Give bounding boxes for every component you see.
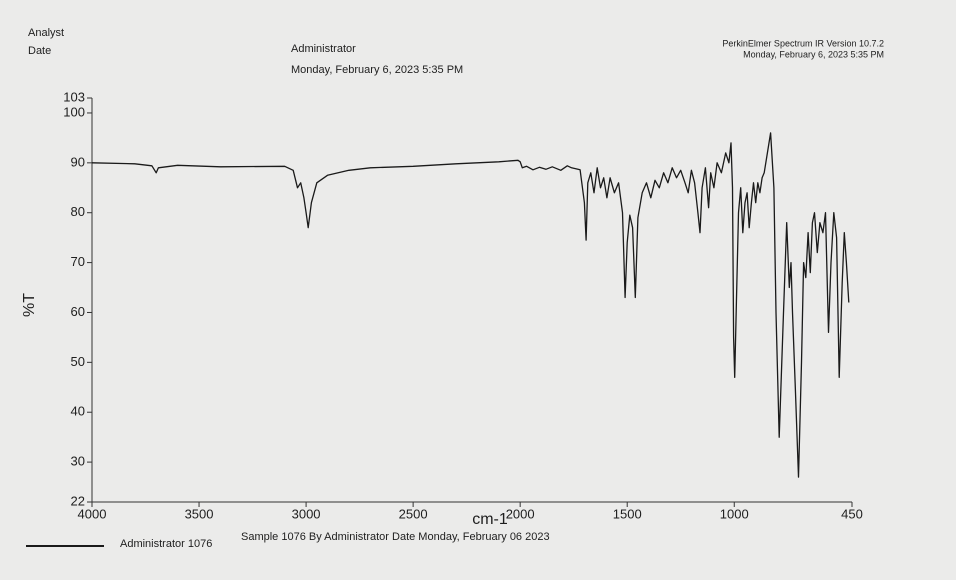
x-tick-label: 1500 <box>613 506 642 521</box>
y-tick-label: 90 <box>71 154 85 169</box>
analyst: Administrator <box>291 43 356 55</box>
y-tick-label: 103 <box>63 89 85 104</box>
x-tick-label: 2000 <box>506 506 535 521</box>
y-tick-label: 22 <box>71 493 85 508</box>
y-tick-label: 40 <box>71 404 85 419</box>
x-tick-label: 450 <box>841 506 863 521</box>
spectrum-line <box>91 132 850 478</box>
y-tick-label: 80 <box>71 204 85 219</box>
software-date: Monday, February 6, 2023 5:35 PM <box>743 49 884 59</box>
x-tick-label: 3500 <box>185 506 214 521</box>
annotation: Sample 1076 By Administrator Date Monday… <box>241 531 550 543</box>
analyst-label: Analyst <box>28 27 64 39</box>
y-tick-label: 50 <box>71 354 85 369</box>
x-tick-label: 3000 <box>292 506 321 521</box>
x-tick-label: 4000 <box>78 506 107 521</box>
y-tick-label: 100 <box>63 104 85 119</box>
y-tick-label: 30 <box>71 454 85 469</box>
x-tick-label: 1000 <box>720 506 749 521</box>
y-axis-label: %T <box>21 293 38 317</box>
x-axis-label: cm-1 <box>472 511 508 528</box>
x-tick-label: 2500 <box>399 506 428 521</box>
software: PerkinElmer Spectrum IR Version 10.7.2 <box>722 38 884 48</box>
y-tick-label: 60 <box>71 304 85 319</box>
date: Monday, February 6, 2023 5:35 PM <box>291 64 463 76</box>
y-tick-label: 70 <box>71 254 85 269</box>
legend-label: Administrator 1076 <box>120 538 212 550</box>
date-label: Date <box>28 45 51 57</box>
